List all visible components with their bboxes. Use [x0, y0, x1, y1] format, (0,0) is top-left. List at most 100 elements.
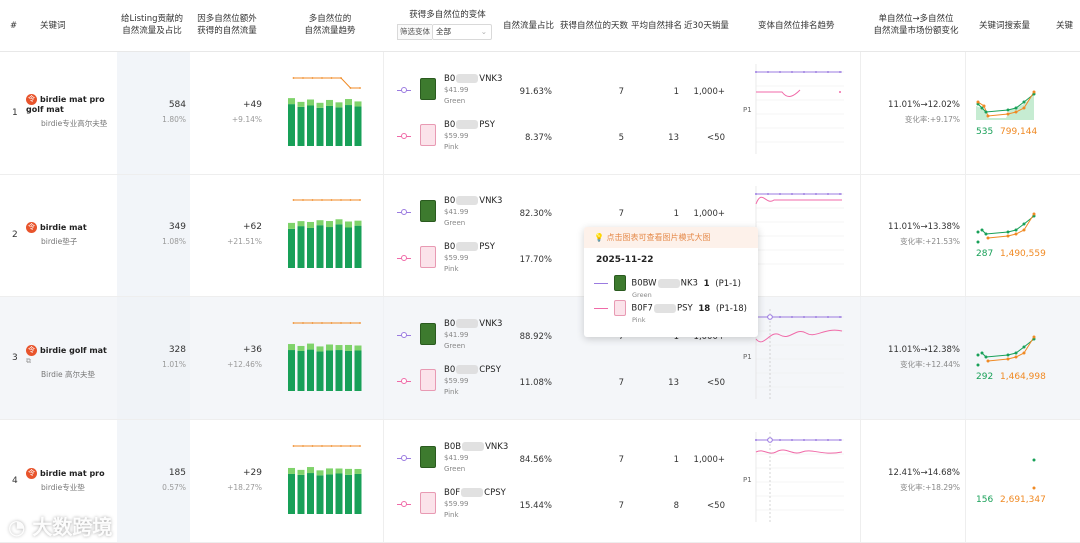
variant-legend	[397, 378, 411, 384]
market-share-change: 11.01%→12.02%	[888, 100, 960, 110]
trend-bar-extra	[326, 99, 333, 106]
variant-asin[interactable]: B0 PSY	[444, 120, 495, 130]
rank-point	[791, 71, 793, 73]
sv-point	[1022, 222, 1026, 226]
keyword-text[interactable]: birdie mat pro	[40, 469, 105, 478]
product-thumbnail[interactable]	[420, 492, 436, 514]
legend-line-icon	[594, 282, 608, 284]
hover-point	[767, 314, 773, 320]
flow-trend-chart[interactable]	[284, 70, 368, 150]
variant-asin[interactable]: B0 VNK3	[444, 74, 503, 84]
flow-trend-chart[interactable]	[284, 315, 368, 395]
variant-asin[interactable]: B0 VNK3	[444, 319, 503, 329]
keyword-cell[interactable]: 令 birdie mat pro birdie专业垫	[26, 468, 111, 493]
trend-bar-extra	[354, 468, 362, 474]
search-volume-chart[interactable]	[972, 456, 1042, 500]
rank-point	[839, 193, 841, 195]
sv-point	[1032, 212, 1036, 216]
variant-days: 7	[618, 378, 624, 388]
rank-trend-chart[interactable]	[752, 186, 848, 276]
header-contribution[interactable]: 给Listing贡献的 自然流量及占比	[120, 14, 183, 36]
trend-bar-extra	[326, 468, 333, 475]
product-thumbnail[interactable]	[420, 200, 436, 222]
tooltip-item-pink: B0F7 PSY 18 (P1-18) Pink	[594, 300, 747, 324]
product-thumbnail[interactable]	[420, 446, 436, 468]
product-thumbnail[interactable]	[420, 246, 436, 268]
sv-point	[986, 114, 990, 118]
header-search-volume[interactable]: 关键词搜索量	[979, 21, 1031, 31]
variant-asin[interactable]: B0B VNK3	[444, 442, 509, 452]
sv-line-right	[987, 213, 1035, 239]
search-volume-chart[interactable]	[972, 210, 1042, 254]
trend-bar	[297, 350, 305, 391]
market-change-rate: 变化率:+12.44%	[900, 360, 960, 369]
trend-bar-extra	[354, 345, 362, 351]
variant-asin[interactable]: B0 PSY	[444, 242, 495, 252]
blurred-asin	[456, 319, 479, 328]
rank-point	[803, 193, 805, 195]
rank-point	[815, 193, 817, 195]
flow-trend-chart[interactable]	[284, 192, 368, 272]
extra-flow-value: +29	[243, 468, 262, 478]
rank-trend-chart[interactable]	[752, 432, 848, 522]
keyword-badge-icon: 令	[26, 94, 37, 105]
header-more[interactable]: 关键	[1056, 21, 1074, 31]
keyword-text[interactable]: birdie mat	[40, 223, 87, 232]
sv-point	[1006, 353, 1010, 357]
keyword-text[interactable]: birdie mat pro golf mat	[26, 95, 105, 114]
header-sales30[interactable]: 近30天销量	[684, 21, 729, 31]
variant-color: Pink	[444, 265, 459, 273]
variant-price: $41.99	[444, 208, 469, 216]
trend-point	[311, 199, 314, 201]
sv-point	[986, 236, 990, 240]
header-extra-flow[interactable]: 因多自然位额外 获得的自然流量	[197, 14, 257, 36]
legend-circle-icon	[401, 87, 407, 93]
trend-bar-extra	[307, 221, 314, 228]
header-market-change[interactable]: 单自然位→多自然位 自然流量市场份额变化	[873, 14, 959, 36]
rank-point	[791, 193, 793, 195]
variant-asin[interactable]: B0F CPSY	[444, 488, 506, 498]
trend-point	[292, 445, 295, 447]
header-days[interactable]: 获得自然位的天数	[560, 21, 629, 31]
trend-point	[330, 199, 333, 201]
search-volume-chart[interactable]	[972, 333, 1042, 377]
variant-price: $41.99	[444, 331, 469, 339]
keyword-text[interactable]: birdie golf mat	[40, 346, 107, 355]
rank-point	[803, 439, 805, 441]
variant-filter-label[interactable]: 筛选变体	[397, 24, 432, 40]
sv-point	[982, 104, 986, 108]
variant-filter-select[interactable]: 全部 ⌄	[432, 24, 492, 40]
table-row: 4 令 birdie mat pro birdie专业垫 185 0.57% +29 +18.…	[0, 420, 1080, 543]
search-volume-right: 1,490,559	[1000, 249, 1046, 259]
rank-trend-chart[interactable]	[752, 309, 848, 399]
variant-asin[interactable]: B0 VNK3	[444, 196, 503, 206]
variant-asin[interactable]: B0 CPSY	[444, 365, 501, 375]
product-thumbnail[interactable]	[420, 78, 436, 100]
copy-icon[interactable]: ⧉	[26, 357, 31, 365]
blurred-asin	[461, 488, 484, 497]
product-thumbnail[interactable]	[420, 369, 436, 391]
rank-trend-chart[interactable]	[752, 64, 848, 154]
chart-tooltip: 💡 点击图表可查看图片模式大图 2025-11-22 B0BW NK3 1 (P1…	[584, 227, 758, 337]
sv-area	[976, 94, 1034, 120]
keyword-cell[interactable]: 令 birdie golf mat ⧉ Birdie 高尔夫垫	[26, 345, 111, 380]
product-thumbnail[interactable]	[420, 124, 436, 146]
header-keyword[interactable]: 关键词	[40, 21, 66, 31]
search-volume-left: 292	[976, 372, 994, 382]
header-share[interactable]: 自然流量占比	[503, 21, 555, 31]
trend-bar	[316, 351, 324, 391]
variant-sales: 1,000+	[693, 455, 725, 465]
tooltip-header[interactable]: 💡 点击图表可查看图片模式大图	[584, 227, 758, 248]
trend-bar-extra	[345, 468, 352, 475]
rank-line-pink	[756, 89, 801, 97]
keyword-cell[interactable]: 令 birdie mat birdie垫子	[26, 222, 111, 247]
flow-trend-chart[interactable]	[284, 438, 368, 518]
keyword-cell[interactable]: 令 birdie mat pro golf mat birdie专业高尔夫垫	[26, 94, 111, 129]
header-avg-rank[interactable]: 平均自然排名	[631, 21, 683, 31]
trend-bar	[297, 226, 305, 268]
rank-point	[815, 439, 817, 441]
variant-legend	[397, 501, 411, 507]
rank-line-pink	[755, 449, 843, 454]
product-thumbnail[interactable]	[420, 323, 436, 345]
search-volume-chart[interactable]	[972, 88, 1042, 132]
